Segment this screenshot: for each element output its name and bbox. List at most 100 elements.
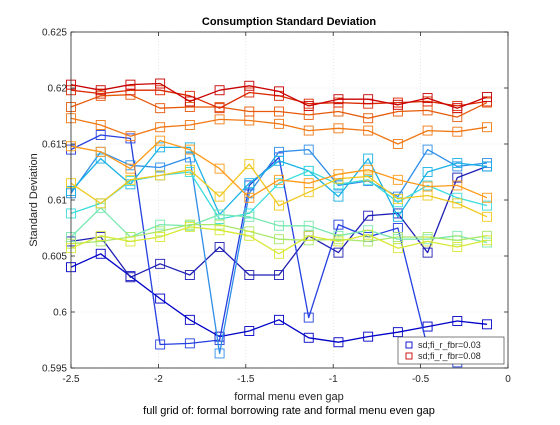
data-point bbox=[452, 158, 463, 168]
data-point bbox=[482, 200, 492, 211]
data-point bbox=[333, 169, 344, 180]
series-9 bbox=[66, 221, 492, 259]
data-point bbox=[95, 236, 106, 247]
data-point bbox=[95, 85, 106, 96]
data-point bbox=[422, 125, 433, 136]
x-axis-label: formal menu even gap bbox=[234, 391, 343, 403]
data-point bbox=[392, 232, 403, 242]
y-axis: 0.595 0.6 0.605 0.61 0.615 0.62 0.625 bbox=[42, 28, 508, 375]
data-point bbox=[303, 125, 314, 136]
data-point bbox=[422, 236, 433, 247]
data-point bbox=[274, 248, 284, 259]
data-point bbox=[422, 181, 433, 192]
data-point bbox=[184, 221, 195, 232]
data-point bbox=[125, 272, 136, 283]
series-line bbox=[70, 163, 488, 218]
data-point bbox=[95, 130, 106, 140]
data-point bbox=[274, 200, 284, 211]
data-point bbox=[214, 209, 225, 220]
data-point bbox=[363, 125, 374, 136]
data-point bbox=[125, 174, 136, 185]
data-point bbox=[184, 90, 195, 101]
data-point bbox=[422, 93, 433, 104]
y-tick-label: 0.625 bbox=[42, 28, 67, 39]
series-line bbox=[70, 226, 488, 255]
data-point bbox=[392, 193, 403, 204]
data-point bbox=[274, 118, 284, 129]
data-point bbox=[274, 220, 284, 231]
data-point bbox=[125, 131, 136, 142]
data-point bbox=[303, 220, 314, 231]
data-point bbox=[184, 102, 195, 112]
data-point bbox=[155, 142, 166, 153]
data-point bbox=[214, 163, 225, 174]
data-point bbox=[452, 242, 463, 252]
data-point bbox=[184, 314, 195, 325]
legend-label: sd;fi_r_fbr=0.03 bbox=[418, 340, 481, 350]
legend-marker bbox=[405, 341, 413, 349]
data-point bbox=[482, 161, 492, 172]
data-point bbox=[125, 85, 136, 96]
chart-title: Consumption Standard Deviation bbox=[202, 16, 376, 28]
y-tick-label: 0.61 bbox=[48, 196, 68, 207]
data-point bbox=[244, 326, 255, 336]
data-point bbox=[95, 248, 106, 259]
series-line bbox=[70, 253, 488, 343]
data-point bbox=[363, 229, 374, 240]
data-point bbox=[422, 167, 433, 177]
data-point bbox=[155, 219, 166, 230]
data-point bbox=[363, 236, 374, 247]
data-point bbox=[155, 122, 166, 133]
data-point bbox=[333, 219, 344, 230]
data-point bbox=[482, 122, 492, 133]
data-point bbox=[482, 92, 492, 102]
data-point bbox=[392, 243, 403, 254]
data-point bbox=[155, 135, 166, 146]
series-line bbox=[70, 146, 488, 218]
data-point bbox=[452, 316, 463, 326]
data-point bbox=[452, 126, 463, 137]
data-point bbox=[363, 210, 374, 221]
data-point bbox=[214, 191, 225, 202]
data-point bbox=[214, 85, 225, 96]
data-point bbox=[303, 230, 314, 241]
data-point bbox=[333, 123, 344, 134]
data-point bbox=[452, 192, 463, 203]
data-point bbox=[184, 144, 195, 155]
data-point bbox=[303, 178, 314, 189]
data-point bbox=[95, 146, 106, 157]
data-point bbox=[482, 319, 492, 330]
x-tick-label: -2 bbox=[154, 374, 163, 385]
data-point bbox=[95, 230, 106, 241]
data-point bbox=[214, 225, 225, 236]
data-point bbox=[363, 171, 374, 182]
data-point bbox=[363, 164, 374, 175]
data-point bbox=[452, 180, 463, 191]
data-point bbox=[482, 211, 492, 222]
data-point bbox=[125, 163, 136, 174]
series-13 bbox=[66, 89, 492, 124]
data-point bbox=[95, 198, 106, 209]
data-point bbox=[392, 211, 403, 222]
series-5 bbox=[66, 142, 492, 222]
data-point bbox=[155, 232, 166, 242]
data-point bbox=[333, 236, 344, 247]
data-point bbox=[184, 120, 195, 130]
data-point bbox=[155, 339, 166, 350]
data-point bbox=[363, 113, 374, 124]
data-point bbox=[244, 178, 255, 189]
data-point bbox=[274, 174, 284, 185]
data-point bbox=[303, 165, 314, 176]
legend-box bbox=[397, 336, 505, 365]
legend-marker bbox=[405, 352, 413, 360]
y-tick-label: 0.62 bbox=[48, 84, 68, 95]
data-point bbox=[333, 247, 344, 258]
data-point bbox=[363, 94, 374, 105]
x-tick-label: -2.5 bbox=[62, 374, 80, 385]
series-line bbox=[70, 223, 488, 245]
data-point bbox=[184, 338, 195, 349]
data-point bbox=[392, 139, 403, 149]
data-point bbox=[214, 335, 225, 345]
data-point bbox=[363, 153, 374, 164]
